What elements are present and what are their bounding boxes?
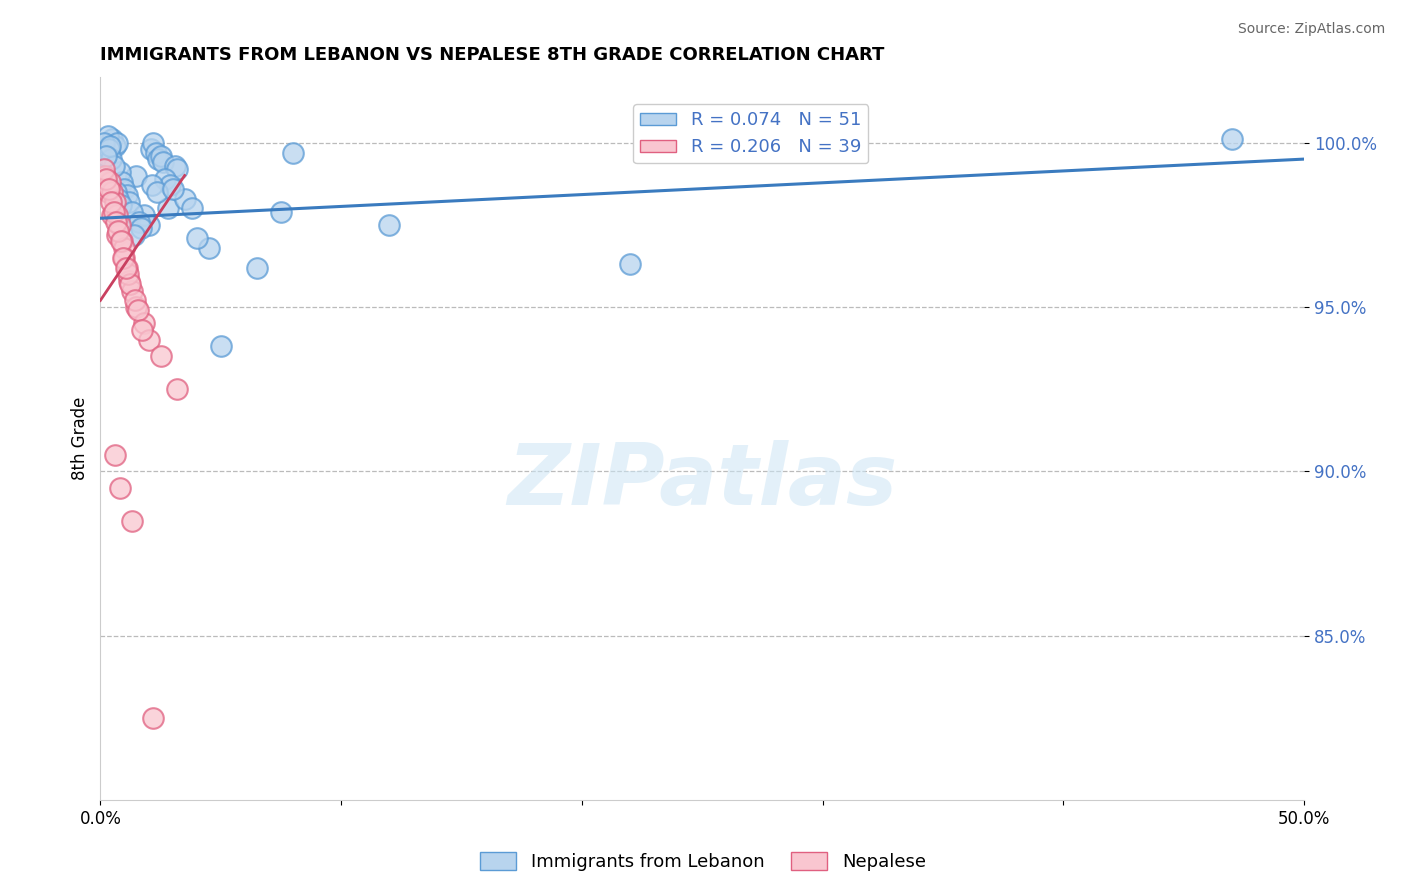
Legend: Immigrants from Lebanon, Nepalese: Immigrants from Lebanon, Nepalese (472, 845, 934, 879)
Point (209, 339, 232, 353)
Point (93, 136, 115, 150)
Y-axis label: 8th Grade: 8th Grade (72, 397, 89, 480)
Point (107, 224, 129, 238)
Point (146, 152, 169, 166)
Point (163, 159, 186, 173)
Point (378, 218, 401, 232)
Point (110, 198, 132, 212)
Point (93, 161, 115, 176)
Point (121, 204, 143, 219)
Point (145, 145, 167, 160)
Point (118, 274, 141, 288)
Point (112, 251, 135, 265)
Point (156, 202, 179, 216)
Point (124, 293, 146, 308)
Point (129, 221, 152, 235)
Point (118, 194, 141, 209)
Legend: R = 0.074   N = 51, R = 0.206   N = 39: R = 0.074 N = 51, R = 0.206 N = 39 (633, 104, 869, 163)
Point (146, 185, 169, 199)
Point (114, 260, 136, 275)
Text: IMMIGRANTS FROM LEBANON VS NEPALESE 8TH GRADE CORRELATION CHART: IMMIGRANTS FROM LEBANON VS NEPALESE 8TH … (100, 46, 884, 64)
Point (104, 448, 127, 462)
Point (100, 194, 122, 209)
Point (111, 175, 134, 189)
Point (104, 194, 127, 209)
Point (132, 317, 155, 331)
Point (246, 260, 269, 275)
Point (101, 185, 124, 199)
Point (108, 218, 131, 232)
Point (94, 169, 117, 183)
Point (138, 333, 160, 347)
Point (101, 208, 124, 222)
Point (142, 711, 165, 725)
Point (105, 227, 128, 242)
Point (112, 251, 135, 265)
Point (96, 149, 118, 163)
Point (110, 234, 132, 248)
Point (281, 145, 304, 160)
Point (103, 159, 125, 173)
Point (159, 178, 181, 193)
Point (1220, 132, 1243, 146)
Point (122, 227, 145, 242)
Point (186, 231, 208, 245)
Point (125, 169, 148, 183)
Point (112, 241, 135, 255)
Point (166, 382, 188, 396)
Point (142, 136, 165, 150)
Text: ZIPatlas: ZIPatlas (508, 441, 897, 524)
Text: Source: ZipAtlas.com: Source: ZipAtlas.com (1237, 22, 1385, 37)
Point (180, 202, 202, 216)
Point (139, 142, 162, 156)
Point (270, 204, 292, 219)
Point (107, 192, 129, 206)
Point (619, 257, 641, 271)
Point (166, 161, 188, 176)
Point (94, 169, 117, 183)
Point (105, 214, 128, 228)
Point (98, 175, 121, 189)
Point (112, 182, 135, 196)
Point (105, 208, 128, 222)
Point (108, 165, 131, 179)
Point (103, 204, 125, 219)
Point (97, 142, 120, 156)
Point (197, 241, 219, 255)
Point (128, 214, 150, 228)
Point (121, 514, 143, 528)
Point (98, 139, 121, 153)
Point (149, 149, 172, 163)
Point (105, 136, 128, 150)
Point (115, 260, 138, 275)
Point (127, 303, 149, 318)
Point (115, 188, 138, 202)
Point (155, 171, 177, 186)
Point (149, 350, 172, 364)
Point (97, 129, 120, 144)
Point (101, 132, 124, 146)
Point (131, 323, 153, 337)
Point (117, 267, 139, 281)
Point (141, 178, 163, 193)
Point (125, 300, 148, 314)
Point (162, 182, 184, 196)
Point (111, 234, 134, 248)
Point (105, 185, 128, 199)
Point (97, 185, 120, 199)
Point (100, 152, 122, 166)
Point (108, 481, 131, 495)
Point (120, 277, 142, 291)
Point (97, 182, 120, 196)
Point (132, 208, 155, 222)
Point (138, 218, 160, 232)
Point (152, 155, 174, 169)
Point (96, 171, 118, 186)
Point (121, 284, 143, 298)
Point (173, 192, 195, 206)
Point (104, 139, 127, 153)
